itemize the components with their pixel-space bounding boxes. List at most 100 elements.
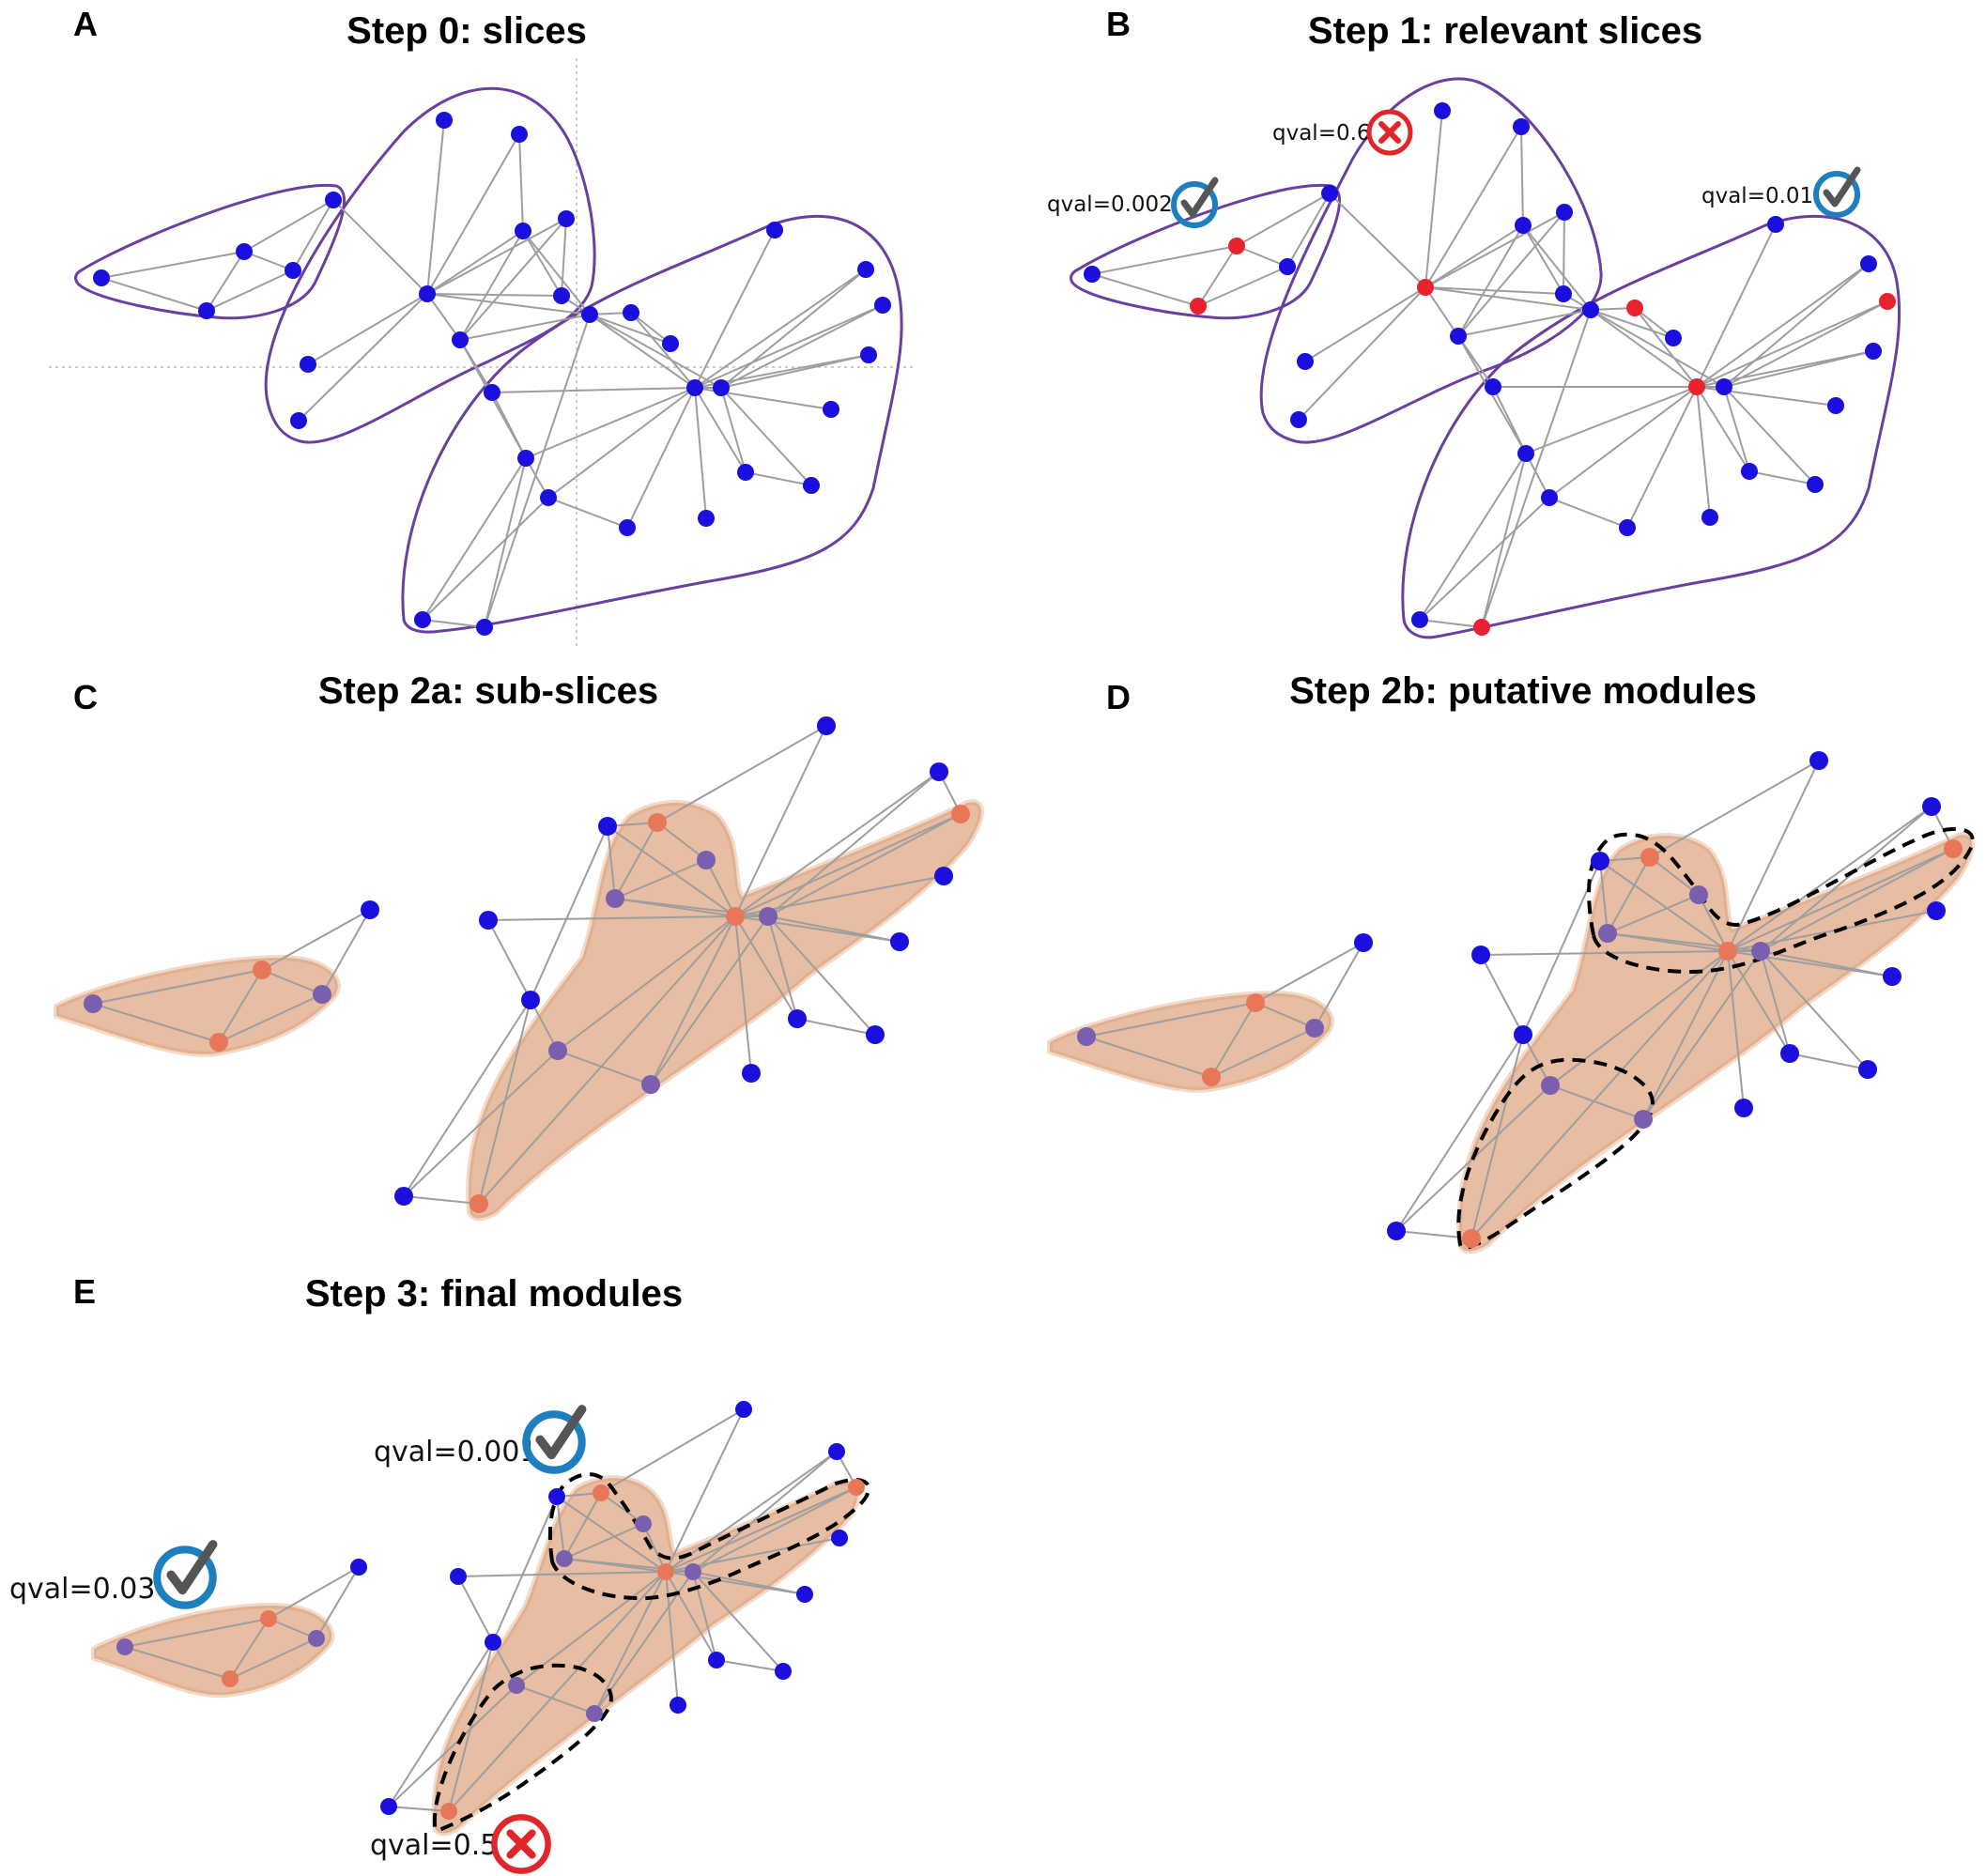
graph-node bbox=[1514, 1025, 1532, 1044]
graph-edge bbox=[229, 1618, 269, 1680]
graph-node bbox=[1462, 1229, 1481, 1248]
graph-node bbox=[1665, 330, 1682, 346]
graph-node bbox=[657, 1563, 674, 1580]
graph-node bbox=[84, 994, 102, 1013]
graph-edge bbox=[457, 1571, 667, 1577]
final-module-upper bbox=[547, 1472, 870, 1601]
panel-d-module-outlines bbox=[1456, 826, 1975, 1251]
graph-node bbox=[1246, 993, 1265, 1012]
graph-edge bbox=[1210, 1027, 1316, 1078]
graph-node bbox=[450, 1568, 467, 1585]
graph-node bbox=[308, 1630, 325, 1647]
graph-edge bbox=[656, 725, 827, 823]
graph-edge bbox=[522, 230, 562, 297]
panel-d-nodes bbox=[1077, 751, 1963, 1248]
slice-outline-left bbox=[74, 183, 346, 320]
graph-edge bbox=[1590, 309, 1725, 388]
qval-b-right: qval=0.01 bbox=[1701, 170, 1857, 215]
graph-node bbox=[1354, 933, 1373, 952]
graph-edge bbox=[650, 915, 769, 1085]
graph-edge bbox=[720, 354, 870, 389]
subslice-right bbox=[1456, 832, 1975, 1254]
graph-node bbox=[1701, 509, 1718, 526]
graph-edge bbox=[563, 1492, 602, 1560]
graph-edge bbox=[1634, 307, 1698, 388]
graph-edge bbox=[720, 387, 747, 473]
qval-e-left-label: qval=0.03 bbox=[9, 1573, 155, 1606]
graph-node bbox=[686, 379, 703, 396]
graph-edge bbox=[1522, 1034, 1551, 1086]
graph-edge bbox=[243, 199, 334, 253]
graph-node bbox=[759, 907, 777, 926]
graph-edge bbox=[692, 1451, 838, 1573]
graph-node bbox=[419, 285, 436, 302]
graph-edge bbox=[1727, 760, 1820, 952]
graph-edge bbox=[403, 999, 531, 1197]
graph-edge bbox=[1599, 860, 1609, 934]
graph-edge bbox=[694, 387, 707, 519]
graph-edge bbox=[1696, 386, 1711, 518]
graph-node bbox=[517, 450, 534, 467]
graph-edge bbox=[1424, 126, 1522, 288]
graph-edge bbox=[745, 471, 812, 486]
graph-edge bbox=[491, 387, 696, 393]
graph-node bbox=[698, 510, 715, 527]
graph-node bbox=[1751, 942, 1770, 961]
cross-icon bbox=[1369, 112, 1410, 153]
graph-edge bbox=[1563, 211, 1565, 295]
graph-edge bbox=[547, 387, 696, 499]
graph-edge bbox=[557, 915, 736, 1052]
graph-edge bbox=[426, 230, 524, 295]
graph-edge bbox=[767, 813, 962, 917]
graph-edge bbox=[767, 915, 901, 943]
graph-edge bbox=[1457, 224, 1524, 337]
graph-edge bbox=[1649, 856, 1700, 896]
subslice-left bbox=[54, 955, 341, 1057]
graph-node bbox=[1767, 216, 1784, 233]
graph-edge bbox=[1395, 1034, 1524, 1232]
graph-edge bbox=[206, 269, 294, 312]
graph-node bbox=[484, 384, 500, 401]
graph-edge bbox=[218, 993, 323, 1043]
graph-node bbox=[890, 932, 909, 951]
graph-edge bbox=[734, 771, 940, 917]
graph-node bbox=[581, 306, 598, 323]
graph-node bbox=[1305, 1019, 1324, 1038]
graph-edge bbox=[1091, 273, 1199, 307]
graph-edge bbox=[292, 199, 334, 271]
graph-edge bbox=[665, 1571, 717, 1661]
graph-edge bbox=[1255, 942, 1364, 1004]
graph-node bbox=[713, 379, 730, 396]
graph-edge bbox=[422, 497, 549, 621]
graph-edge bbox=[767, 915, 876, 1036]
panel-c-nodes bbox=[84, 716, 970, 1213]
graph-edge bbox=[1727, 806, 1932, 952]
graph-edge bbox=[1470, 950, 1729, 1239]
graph-edge bbox=[563, 1523, 644, 1560]
graph-edge bbox=[92, 969, 263, 1005]
graph-node bbox=[1944, 839, 1963, 858]
graph-node bbox=[685, 1563, 701, 1580]
graph-edge bbox=[1727, 950, 1791, 1054]
graph-node bbox=[648, 813, 667, 832]
graph-edge bbox=[630, 312, 696, 389]
graph-node bbox=[285, 262, 301, 279]
graph-node bbox=[300, 356, 316, 373]
graph-node bbox=[1541, 1076, 1560, 1095]
graph-edge bbox=[1696, 223, 1777, 388]
graph-node bbox=[1434, 102, 1451, 119]
graph-edge bbox=[459, 230, 524, 341]
graph-edge bbox=[1599, 860, 1729, 952]
graph-edge bbox=[692, 1486, 857, 1573]
subslice-right bbox=[466, 799, 984, 1222]
panel-e-title: Step 3: final modules bbox=[305, 1273, 683, 1315]
graph-node bbox=[313, 985, 331, 1004]
graph-node bbox=[1598, 924, 1617, 943]
graph-node bbox=[1619, 519, 1636, 536]
graph-node bbox=[548, 1488, 565, 1505]
graph-node bbox=[479, 911, 498, 930]
graph-edge bbox=[1522, 224, 1564, 295]
graph-node bbox=[1556, 204, 1573, 221]
graph-edge bbox=[716, 1659, 784, 1672]
